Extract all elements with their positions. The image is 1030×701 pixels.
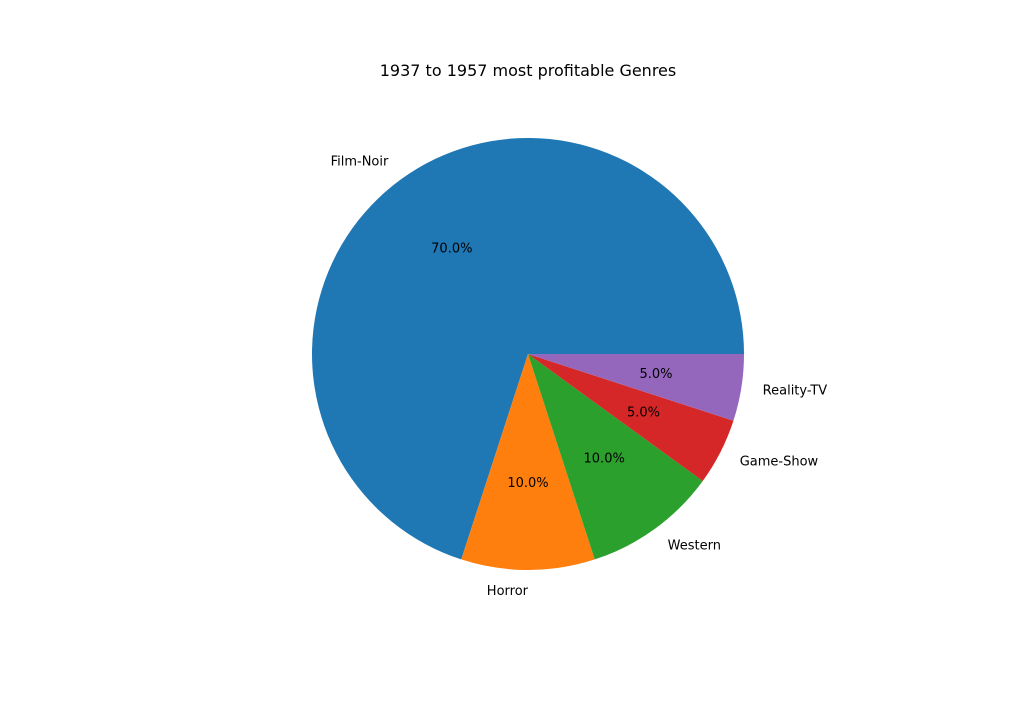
label-reality-tv: Reality-TV bbox=[763, 384, 828, 399]
percent-label-western: 10.0% bbox=[584, 451, 625, 466]
pie-slice-film-noir bbox=[312, 138, 744, 560]
percent-label-horror: 10.0% bbox=[507, 476, 548, 491]
pie-slice-western bbox=[528, 354, 703, 560]
pie-slice-game-show bbox=[528, 354, 734, 481]
category-labels: Film-Noir Horror Western Game-Show Reality-T… bbox=[331, 154, 828, 599]
percent-label-film-noir: 70.0% bbox=[431, 242, 472, 257]
percent-labels: 70.0% 10.0% 10.0% 5.0% 5.0% bbox=[431, 242, 672, 491]
percent-label-reality-tv: 5.0% bbox=[639, 367, 672, 382]
label-western: Western bbox=[668, 539, 721, 554]
label-film-noir: Film-Noir bbox=[331, 154, 389, 169]
chart-title: 1937 to 1957 most profitable Genres bbox=[380, 61, 676, 80]
pie-slice-reality-tv bbox=[528, 354, 744, 421]
percent-label-game-show: 5.0% bbox=[627, 405, 660, 420]
label-horror: Horror bbox=[487, 584, 529, 599]
label-game-show: Game-Show bbox=[740, 454, 819, 469]
pie-slices bbox=[312, 138, 744, 571]
pie-slice-horror bbox=[461, 354, 595, 571]
